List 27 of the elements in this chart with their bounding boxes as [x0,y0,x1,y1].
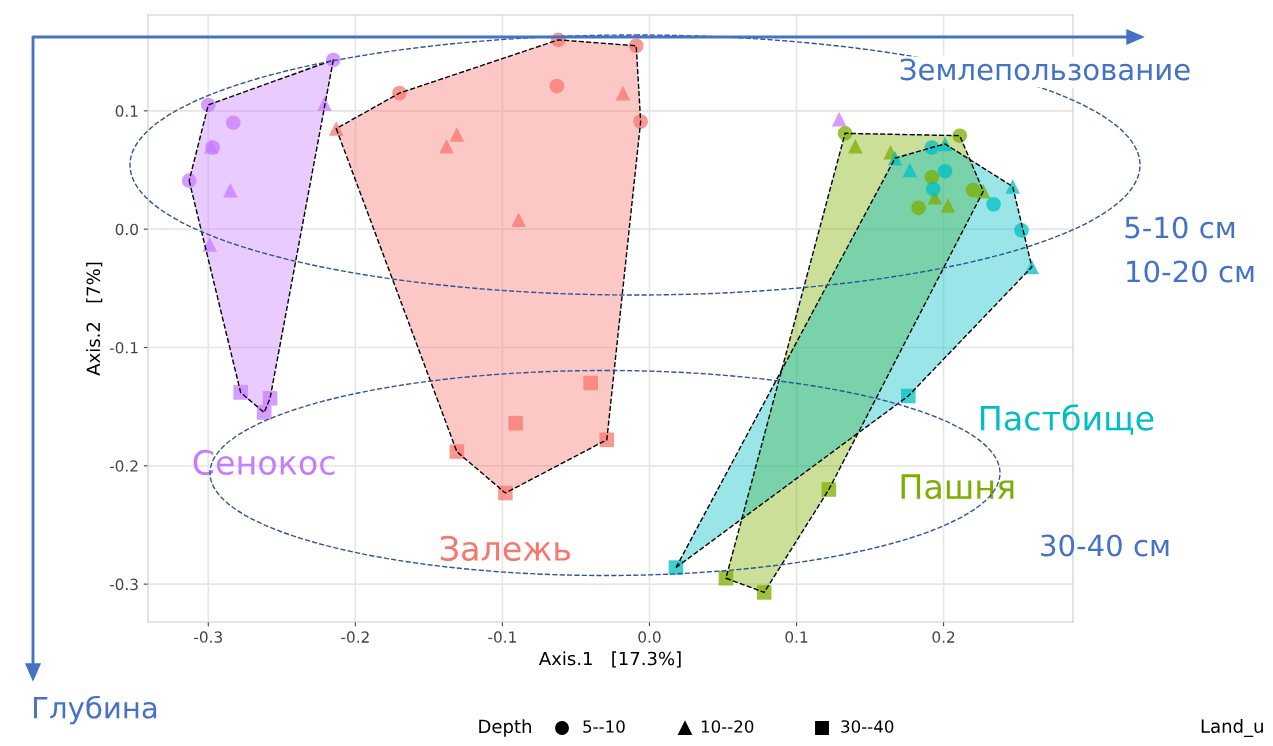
x-tick-label: -0.2 [341,631,369,643]
text: Land_u [1201,719,1263,737]
series-label: Сенокос [193,449,335,476]
y-axis-title: Axis.2 [7%] [86,262,103,376]
text: 10-20 см [1127,260,1254,283]
x-axis-title: Axis.1 [17.3%] [538,651,681,668]
annotation: 30-40 см [1041,534,1169,557]
series-label: Пастбище [981,404,1154,435]
series-label: Пашня [901,474,1014,500]
text: 10--20 [701,720,754,733]
y-tick-label: -0.2 [109,460,138,472]
series-label: Залежь [440,535,571,562]
x-tick-label: 0.1 [785,631,808,643]
x-tick-label: -0.1 [488,631,516,643]
text: Глубина [34,695,157,725]
annotation: Землепользование [900,58,1190,81]
y-tick-label: 0.1 [115,105,138,117]
text: Depth [479,719,531,737]
x-tick-label: 0.2 [932,631,955,643]
text: 30--40 [841,720,894,733]
x-tick-label: -0.3 [194,631,222,643]
text: 5--10 [583,720,625,733]
y-tick-label: -0.3 [109,578,138,591]
x-tick-label: 0.0 [638,631,661,643]
y-tick-label: 0.0 [115,223,138,236]
text: 5-10 см [1125,216,1235,239]
y-tick-label: -0.1 [109,341,138,354]
